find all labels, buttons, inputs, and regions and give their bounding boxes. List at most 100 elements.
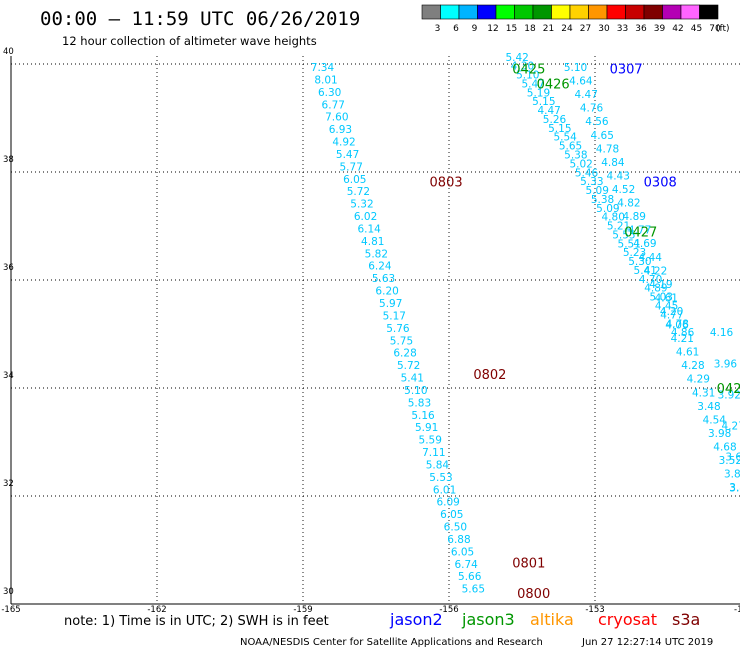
- wave-height-label: 6.28: [393, 348, 416, 360]
- wave-height-label: 5.02: [569, 158, 592, 170]
- wave-height-label: 4.77: [628, 225, 651, 237]
- wave-height-label: 6.02: [354, 211, 377, 223]
- wave-height-label: 3.52: [719, 455, 740, 467]
- pass-time-label: 0800: [517, 587, 550, 602]
- wave-height-label: 5.33: [580, 176, 603, 188]
- wave-height-label: 6.88: [447, 534, 470, 546]
- wave-height-label: 5.21: [607, 221, 630, 233]
- wave-height-label: 6.05: [440, 509, 463, 521]
- chart-header: 00:00 – 11:59 UTC 06/26/2019 12 hour col…: [40, 8, 360, 48]
- wave-height-label: 5.09: [586, 185, 609, 197]
- wave-height-label: 3.42: [729, 483, 740, 495]
- y-tick-label: 40: [3, 47, 14, 57]
- wave-height-label: 5.72: [397, 360, 420, 372]
- wave-height-label: 4.47: [575, 89, 598, 101]
- wave-height-label: 5.65: [559, 141, 582, 153]
- wave-height-label: 4.86: [671, 327, 695, 339]
- wave-height-label: 5.59: [419, 435, 442, 447]
- legend-swatch: [569, 4, 589, 20]
- x-tick-label: -165: [1, 605, 20, 615]
- legend-tick-label: 18: [524, 24, 536, 34]
- wave-height-label: 4.82: [617, 198, 640, 210]
- wave-height-label: 4.43: [607, 170, 630, 182]
- chart-title: 00:00 – 11:59 UTC 06/26/2019: [40, 8, 360, 30]
- wave-height-label: 4.78: [596, 143, 619, 155]
- pass-time-label: 042: [717, 382, 740, 397]
- wave-height-label: 6.30: [318, 87, 341, 99]
- wave-height-label: 5.46: [575, 167, 599, 179]
- wave-height-label: 8.01: [314, 74, 337, 86]
- wave-height-label: 5.63: [372, 273, 395, 285]
- wave-height-label: 4.47: [537, 105, 560, 117]
- wave-height-label: 5.10: [564, 62, 587, 74]
- wave-height-label: 5.47: [336, 149, 359, 161]
- legend-tick-label: 30: [598, 24, 610, 34]
- wave-height-label: 4.28: [681, 360, 704, 372]
- legend-tick-label: 42: [672, 24, 683, 34]
- wave-height-label: 4.89: [623, 211, 646, 223]
- satellite-key-cryosat: cryosat: [598, 610, 657, 629]
- footer-note: note: 1) Time is in UTC; 2) SWH is in fe…: [64, 614, 329, 629]
- legend-unit: (ft): [716, 24, 730, 34]
- wave-height-label: 5.38: [591, 194, 614, 206]
- wave-height-label: 3.38: [729, 482, 740, 494]
- wave-height-label: 6.20: [375, 286, 398, 298]
- wave-height-label: 4.19: [649, 279, 672, 291]
- wave-height-label: 3.60: [725, 452, 740, 464]
- x-tick-label: -153: [585, 605, 604, 615]
- pass-time-label: 0308: [644, 176, 677, 191]
- legend-tick-label: 12: [487, 24, 498, 34]
- legend-tick-label: 24: [561, 24, 573, 34]
- wave-height-label: 5.47: [521, 78, 544, 90]
- y-tick-label: 30: [3, 587, 14, 597]
- x-axis: -165 -162 -159 -156 -153 -15: [1, 605, 740, 615]
- satellite-key: jason2 jason3 altika cryosat s3a: [389, 610, 700, 629]
- satellite-key-s3a: s3a: [672, 610, 700, 629]
- footer-credit: NOAA/NESDIS Center for Satellite Applica…: [240, 637, 543, 648]
- legend-tick-label: 3: [435, 24, 441, 34]
- legend-tick-label: 70: [709, 24, 721, 34]
- legend-tick-label: 33: [617, 24, 628, 34]
- y-tick-label: 38: [3, 155, 14, 165]
- x-tick-label: -159: [293, 605, 312, 615]
- plot-area: [10, 56, 740, 605]
- wave-height-label: 5.19: [527, 87, 550, 99]
- wave-height-label: 5.83: [408, 397, 431, 409]
- legend-swatch: [421, 4, 441, 20]
- legend-tick-label: 36: [635, 24, 647, 34]
- wave-height-label: 4.78: [666, 318, 689, 330]
- legend-swatch: [662, 4, 682, 20]
- wave-height-label: 4.21: [671, 333, 694, 345]
- pass-time-label: 0427: [624, 225, 657, 240]
- wave-height-label: 6.93: [329, 124, 352, 136]
- wave-height-label: 4.22: [644, 265, 667, 277]
- wave-height-label: 5.65: [462, 584, 485, 596]
- chart-footer: note: 1) Time is in UTC; 2) SWH is in fe…: [64, 610, 713, 648]
- wave-height-label: 4.84: [601, 157, 625, 169]
- wave-height-label: 5.03: [650, 292, 673, 304]
- wave-height-label: 4.45: [655, 301, 678, 313]
- wave-height-label: 4.68: [713, 441, 736, 453]
- wave-height-label: 6.05: [451, 546, 474, 558]
- wave-height-label: 4.52: [612, 184, 635, 196]
- y-axis: 30 32 34 36 38 40: [3, 47, 14, 597]
- footer-generated: Jun 27 12:27:14 UTC 2019: [581, 637, 713, 648]
- wave-height-label: 5.10: [516, 70, 539, 82]
- pass-time-label: 0802: [473, 368, 506, 383]
- wave-height-label: 5.38: [564, 149, 587, 161]
- wave-height-label: 5.09: [596, 203, 619, 215]
- legend-swatch: [643, 4, 663, 20]
- wave-height-label: 4.44: [639, 252, 663, 264]
- wave-height-label: 5.55: [612, 229, 635, 241]
- wave-height-label: 5.30: [628, 256, 651, 268]
- pass-time-label: 0801: [512, 556, 545, 571]
- wave-height-label: 4.16: [710, 327, 734, 339]
- x-tick-label: -162: [147, 605, 166, 615]
- legend-tick-label: 39: [654, 24, 666, 34]
- x-tick-label: -15: [734, 605, 740, 615]
- legend-tick-label: 9: [472, 24, 478, 34]
- wave-height-label: 4.31: [692, 387, 715, 399]
- wave-height-label: 4.30: [511, 61, 534, 73]
- legend-swatch: [440, 4, 460, 20]
